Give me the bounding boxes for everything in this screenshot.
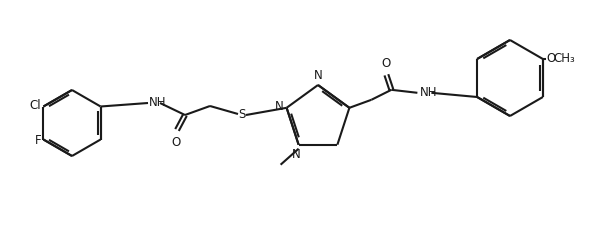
Text: NH: NH	[419, 86, 437, 99]
Text: N: N	[313, 69, 323, 82]
Text: S: S	[238, 109, 245, 122]
Text: N: N	[275, 100, 283, 113]
Text: N: N	[292, 148, 301, 161]
Text: O: O	[171, 136, 181, 149]
Text: F: F	[35, 134, 42, 147]
Text: NH: NH	[149, 95, 166, 109]
Text: O: O	[546, 52, 555, 66]
Text: Cl: Cl	[30, 99, 42, 112]
Text: O: O	[382, 57, 391, 70]
Text: CH₃: CH₃	[553, 52, 575, 66]
